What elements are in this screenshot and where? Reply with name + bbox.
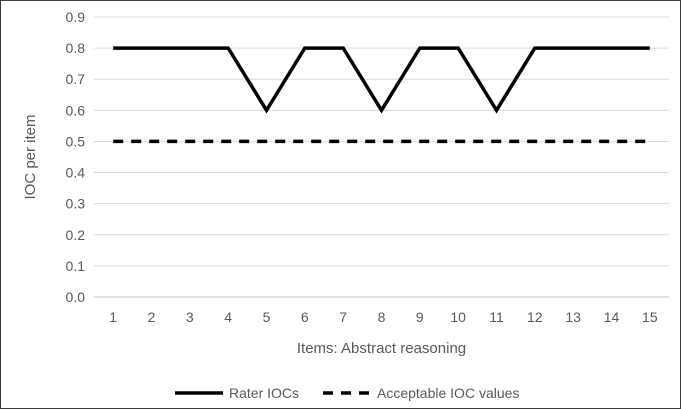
y-tick-label: 0.8 [66, 40, 86, 56]
series-line-rater-iocs [113, 46, 650, 114]
x-tick-label: 15 [642, 309, 658, 325]
x-tick-label: 14 [604, 309, 620, 325]
y-tick-label: 0.5 [66, 133, 86, 149]
x-tick-label: 8 [378, 309, 386, 325]
x-axis-ticks: 1 2 3 4 5 6 7 8 9 10 11 12 13 14 15 [109, 309, 658, 325]
x-tick-label: 1 [109, 309, 117, 325]
y-tick-label: 0.4 [66, 165, 86, 181]
x-axis-title: Items: Abstract reasoning [297, 340, 466, 357]
y-tick-label: 0.3 [66, 196, 86, 212]
y-tick-label: 0.0 [66, 289, 86, 305]
x-tick-label: 10 [450, 309, 466, 325]
x-tick-label: 3 [186, 309, 194, 325]
y-tick-label: 0.1 [66, 258, 86, 274]
x-tick-label: 12 [527, 309, 543, 325]
y-tick-label: 0.7 [66, 71, 86, 87]
x-tick-label: 4 [224, 309, 232, 325]
x-tick-label: 13 [565, 309, 581, 325]
x-tick-label: 9 [416, 309, 424, 325]
legend-label-rater-iocs: Rater IOCs [229, 385, 299, 401]
x-tick-label: 5 [263, 309, 271, 325]
y-tick-label: 0.6 [66, 102, 86, 118]
y-tick-label: 0.9 [66, 9, 86, 25]
x-tick-label: 2 [148, 309, 156, 325]
y-axis-ticks: 0.0 0.1 0.2 0.3 0.4 0.5 0.6 0.7 0.8 0.9 [66, 9, 86, 305]
x-tick-label: 6 [301, 309, 309, 325]
y-tick-label: 0.2 [66, 227, 86, 243]
series-lines [113, 46, 650, 144]
gridlines [94, 16, 669, 298]
y-axis-title: IOC per item [22, 114, 39, 199]
x-tick-label: 11 [489, 309, 504, 325]
legend-label-acceptable-ioc: Acceptable IOC values [377, 385, 519, 401]
legend: Rater IOCs Acceptable IOC values [175, 385, 519, 401]
x-tick-label: 7 [339, 309, 347, 325]
